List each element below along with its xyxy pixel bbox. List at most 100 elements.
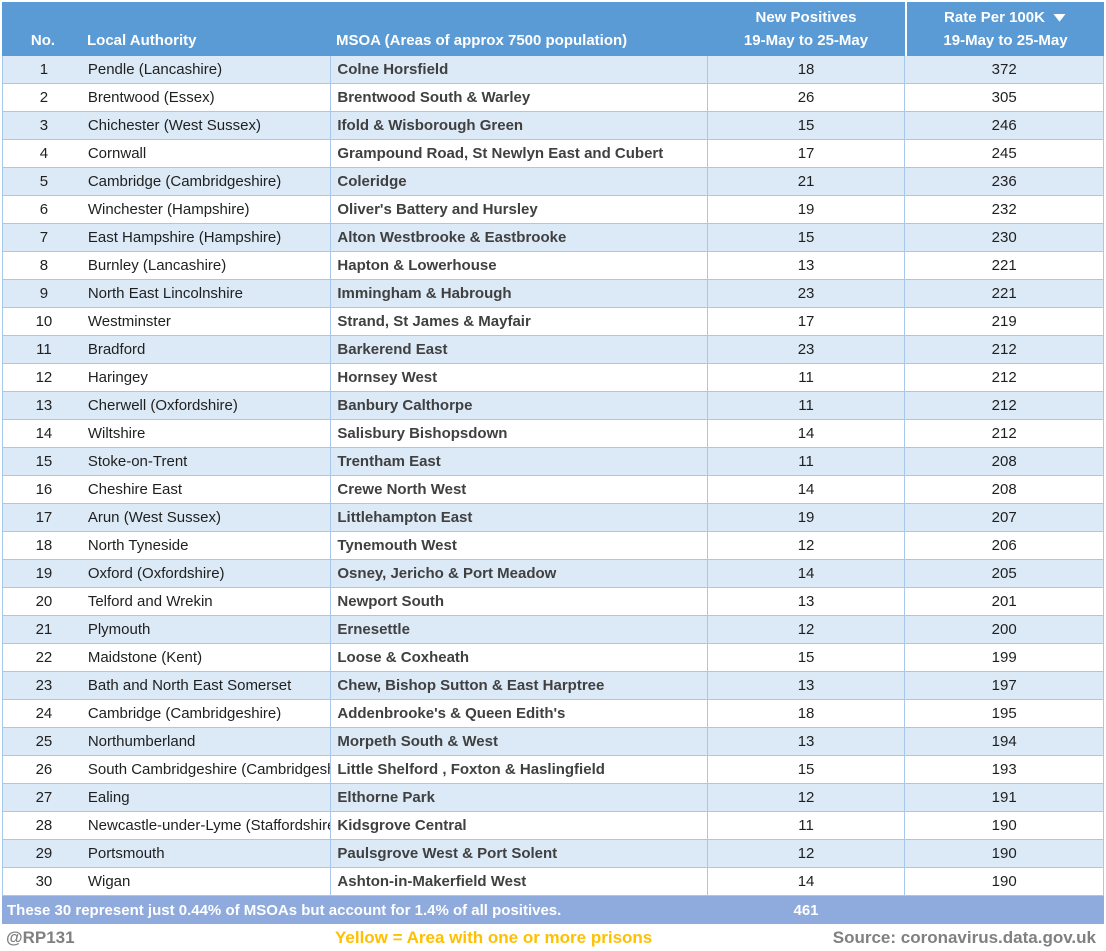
local-authority-cell: Haringey: [87, 369, 148, 386]
row-number-cell: 4: [39, 145, 49, 162]
new-positives-cell: 11: [706, 448, 905, 475]
row-number-cell: 13: [35, 397, 53, 414]
local-authority-cell: Plymouth: [87, 621, 151, 638]
new-positives-cell: 12: [706, 616, 905, 643]
local-authority-cell: South Cambridgeshire (Cambridgeshire): [87, 761, 331, 778]
rate-cell: 199: [904, 644, 1103, 671]
local-authority-cell: Winchester (Hampshire): [87, 201, 250, 218]
msoa-cell: Littlehampton East: [330, 504, 706, 531]
local-authority-cell: Ealing: [87, 789, 130, 806]
local-authority-cell: Westminster: [87, 313, 171, 330]
table-row: 13 Cherwell (Oxfordshire) Banbury Caltho…: [2, 392, 1104, 420]
rate-cell: 246: [904, 112, 1103, 139]
table-row: 22 Maidstone (Kent) Loose & Coxheath 15 …: [2, 644, 1104, 672]
row-number-cell: 22: [35, 649, 53, 666]
rate-cell: 212: [904, 336, 1103, 363]
row-number-cell: 11: [36, 341, 52, 358]
new-positives-cell: 13: [706, 252, 905, 279]
prison-legend-note: Yellow = Area with one or more prisons: [335, 927, 653, 947]
rate-cell: 208: [904, 476, 1103, 503]
msoa-cell: Grampound Road, St Newlyn East and Cuber…: [330, 140, 706, 167]
table-row: 21 Plymouth Ernesettle 12 200: [2, 616, 1104, 644]
new-positives-period-label: 19-May to 25-May: [743, 32, 869, 49]
row-number-cell: 10: [35, 313, 53, 330]
table-body: 1 Pendle (Lancashire) Colne Horsfield 18…: [2, 56, 1104, 896]
row-number-cell: 30: [35, 873, 53, 890]
col-header-no: No.: [30, 32, 56, 49]
local-authority-cell: Brentwood (Essex): [87, 89, 215, 106]
row-number-cell: 9: [39, 285, 49, 302]
covid-msoa-table: No. Local Authority MSOA (Areas of appro…: [2, 2, 1104, 924]
row-number-cell: 15: [35, 453, 53, 470]
local-authority-cell: Arun (West Sussex): [87, 509, 221, 526]
local-authority-cell: Stoke-on-Trent: [87, 453, 188, 470]
rate-cell: 208: [904, 448, 1103, 475]
msoa-cell: Morpeth South & West: [330, 728, 706, 755]
rate-cell: 221: [904, 252, 1103, 279]
new-positives-cell: 14: [706, 420, 905, 447]
local-authority-cell: Cheshire East: [87, 481, 183, 498]
summary-total-positives: 461: [793, 901, 819, 919]
rate-cell: 206: [904, 532, 1103, 559]
footer: @RP131 Yellow = Area with one or more pr…: [2, 924, 1104, 951]
new-positives-cell: 12: [706, 840, 905, 867]
rate-cell: 212: [904, 392, 1103, 419]
author-handle: @RP131: [6, 927, 75, 947]
msoa-cell: Salisbury Bishopsdown: [330, 420, 706, 447]
new-positives-cell: 14: [706, 476, 905, 503]
row-number-cell: 21: [35, 621, 53, 638]
local-authority-cell: Pendle (Lancashire): [87, 61, 223, 78]
table-row: 14 Wiltshire Salisbury Bishopsdown 14 21…: [2, 420, 1104, 448]
msoa-cell: Addenbrooke's & Queen Edith's: [330, 700, 706, 727]
msoa-cell: Hornsey West: [330, 364, 706, 391]
msoa-cell: Strand, St James & Mayfair: [330, 308, 706, 335]
row-number-cell: 24: [35, 705, 53, 722]
table-row: 23 Bath and North East Somerset Chew, Bi…: [2, 672, 1104, 700]
new-positives-cell: 17: [706, 308, 905, 335]
row-number-cell: 5: [39, 173, 49, 190]
rate-cell: 221: [904, 280, 1103, 307]
row-number-cell: 12: [35, 369, 53, 386]
msoa-cell: Trentham East: [330, 448, 706, 475]
table-row: 9 North East Lincolnshire Immingham & Ha…: [2, 280, 1104, 308]
msoa-cell: Loose & Coxheath: [330, 644, 706, 671]
summary-row: These 30 represent just 0.44% of MSOAs b…: [2, 896, 1104, 924]
new-positives-cell: 13: [706, 672, 905, 699]
rate-cell: 212: [904, 420, 1103, 447]
msoa-cell: Barkerend East: [330, 336, 706, 363]
msoa-cell: Ernesettle: [330, 616, 706, 643]
local-authority-cell: Burnley (Lancashire): [87, 257, 227, 274]
rate-header-line: Rate Per 100K: [944, 9, 1067, 26]
local-authority-cell: North East Lincolnshire: [87, 285, 243, 302]
local-authority-cell: East Hampshire (Hampshire): [87, 229, 282, 246]
table-row: 29 Portsmouth Paulsgrove West & Port Sol…: [2, 840, 1104, 868]
row-number-cell: 29: [35, 845, 53, 862]
local-authority-cell: Wiltshire: [87, 425, 146, 442]
row-number-cell: 7: [39, 229, 49, 246]
rate-cell: 372: [904, 56, 1103, 83]
msoa-cell: Chew, Bishop Sutton & East Harptree: [330, 672, 706, 699]
row-number-cell: 19: [35, 565, 53, 582]
table-row: 15 Stoke-on-Trent Trentham East 11 208: [2, 448, 1104, 476]
sort-descending-icon[interactable]: [1052, 13, 1067, 23]
new-positives-cell: 13: [706, 588, 905, 615]
new-positives-cell: 23: [706, 336, 905, 363]
table-row: 7 East Hampshire (Hampshire) Alton Westb…: [2, 224, 1104, 252]
local-authority-cell: Bath and North East Somerset: [87, 677, 292, 694]
new-positives-cell: 11: [706, 812, 905, 839]
row-number-cell: 17: [35, 509, 53, 526]
msoa-cell: Brentwood South & Warley: [330, 84, 706, 111]
col-header-msoa: MSOA (Areas of approx 7500 population): [336, 32, 628, 49]
new-positives-cell: 15: [706, 224, 905, 251]
table-row: 10 Westminster Strand, St James & Mayfai…: [2, 308, 1104, 336]
rate-cell: 219: [904, 308, 1103, 335]
new-positives-cell: 23: [706, 280, 905, 307]
row-number-cell: 16: [35, 481, 53, 498]
local-authority-cell: Wigan: [87, 873, 131, 890]
row-number-cell: 2: [39, 89, 49, 106]
table-row: 26 South Cambridgeshire (Cambridgeshire)…: [2, 756, 1104, 784]
table-row: 6 Winchester (Hampshire) Oliver's Batter…: [2, 196, 1104, 224]
new-positives-cell: 15: [706, 112, 905, 139]
col-header-rate-per-100k[interactable]: Rate Per 100K 19-May to 25-May: [905, 2, 1104, 56]
